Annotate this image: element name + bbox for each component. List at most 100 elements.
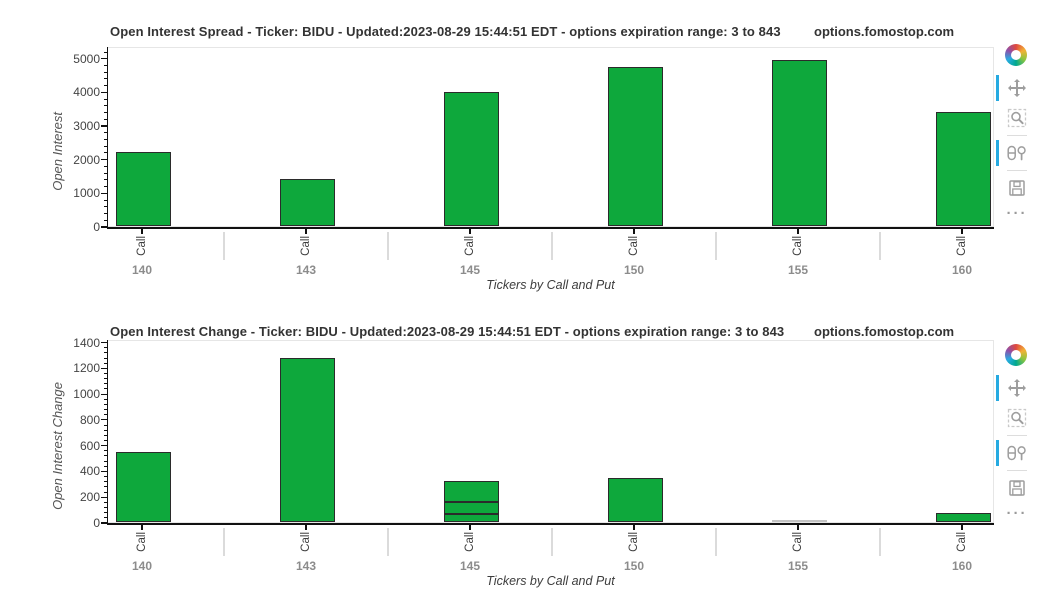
x-subgroup-label: Call [791, 532, 804, 552]
x-major-tick [305, 524, 307, 530]
x-subgroup-label: Call [791, 236, 804, 256]
bar-155-call[interactable] [771, 60, 827, 226]
x-major-tick [961, 524, 963, 530]
plot-area[interactable] [107, 47, 994, 227]
x-major-tick [797, 524, 799, 530]
bar-segment [771, 520, 827, 522]
x-group-label: 150 [623, 263, 645, 277]
watermark-text: options.fomostop.com [814, 24, 955, 39]
bar-145-call[interactable] [443, 480, 499, 522]
bar-segment [607, 478, 663, 522]
box-zoom-tool-icon[interactable] [996, 404, 1038, 432]
pan-tool-icon[interactable] [996, 374, 1038, 402]
x-group-label: 140 [131, 559, 153, 573]
x-subgroup-label: Call [135, 236, 148, 256]
x-axis-line [107, 523, 994, 525]
x-axis-title: Tickers by Call and Put [486, 574, 615, 588]
group-separator [223, 528, 225, 556]
x-major-tick [469, 524, 471, 530]
bokeh-toolbar: ··· [996, 44, 1038, 223]
toolbar-separator [1007, 170, 1027, 171]
x-group-label: 160 [951, 559, 973, 573]
bar-segment [443, 514, 499, 522]
bar-segment [279, 178, 335, 226]
save-tool-icon[interactable] [996, 174, 1038, 202]
x-major-tick [469, 228, 471, 234]
group-separator [223, 232, 225, 260]
x-subgroup-label: Call [955, 236, 968, 256]
bokeh-toolbar: ··· [996, 344, 1038, 523]
bar-155-call[interactable] [771, 520, 827, 522]
bar-145-call[interactable] [443, 91, 499, 226]
toolbar-separator [1007, 135, 1027, 136]
bar-segment [115, 152, 171, 226]
x-group-label: 140 [131, 263, 153, 277]
x-group-label: 145 [459, 559, 481, 573]
group-separator [551, 232, 553, 260]
figure-open-interest-spread: Open Interest Spread - Ticker: BIDU - Up… [49, 24, 1038, 292]
toolbar-separator [1007, 435, 1027, 436]
wheel-zoom-tool-icon[interactable] [996, 439, 1038, 467]
box-zoom-tool-icon[interactable] [996, 104, 1038, 132]
x-group-label: 143 [295, 263, 317, 277]
group-separator [715, 528, 717, 556]
x-group-label: 145 [459, 263, 481, 277]
bar-segment [279, 357, 335, 522]
x-subgroup-label: Call [299, 532, 312, 552]
watermark-text: options.fomostop.com [814, 324, 955, 339]
toolbar-overflow-button[interactable]: ··· [1006, 504, 1028, 522]
x-group-label: 160 [951, 263, 973, 277]
toolbar-overflow-button[interactable]: ··· [1006, 204, 1028, 222]
y-axis-title-wrap: Open Interest Change [48, 340, 66, 551]
x-major-tick [141, 228, 143, 234]
group-separator [715, 232, 717, 260]
group-separator [879, 232, 881, 260]
x-subgroup-label: Call [463, 236, 476, 256]
y-axis-title: Open Interest Change [49, 381, 65, 510]
x-major-tick [633, 524, 635, 530]
chart-title: Open Interest Change - Ticker: BIDU - Up… [110, 324, 785, 339]
x-subgroup-label: Call [135, 532, 148, 552]
x-group-label: 143 [295, 559, 317, 573]
group-separator [387, 528, 389, 556]
x-major-tick [633, 228, 635, 234]
bar-143-call[interactable] [279, 357, 335, 522]
group-separator [879, 528, 881, 556]
bar-segment [443, 502, 499, 515]
bar-segment [443, 91, 499, 226]
x-subgroup-label: Call [955, 532, 968, 552]
x-major-tick [141, 524, 143, 530]
bar-143-call[interactable] [279, 178, 335, 226]
bokeh-logo[interactable] [1005, 344, 1027, 366]
pan-tool-icon[interactable] [996, 74, 1038, 102]
bar-segment [771, 60, 827, 226]
bar-segment [607, 67, 663, 226]
x-major-tick [961, 228, 963, 234]
bar-140-call[interactable] [115, 452, 171, 522]
bar-segment [935, 111, 991, 226]
x-group-label: 150 [623, 559, 645, 573]
x-subgroup-label: Call [627, 236, 640, 256]
bar-140-call[interactable] [115, 152, 171, 226]
bar-150-call[interactable] [607, 67, 663, 226]
x-group-label: 155 [787, 263, 809, 277]
y-axis-title: Open Interest [49, 111, 65, 191]
plot-area[interactable] [107, 340, 994, 523]
bar-160-call[interactable] [935, 512, 991, 522]
bar-segment [935, 512, 991, 522]
bokeh-logo[interactable] [1005, 44, 1027, 66]
x-subgroup-label: Call [299, 236, 312, 256]
bar-segment [115, 452, 171, 522]
toolbar-separator [1007, 470, 1027, 471]
bar-160-call[interactable] [935, 111, 991, 226]
x-subgroup-label: Call [627, 532, 640, 552]
save-tool-icon[interactable] [996, 474, 1038, 502]
bar-segment [443, 480, 499, 503]
x-group-label: 155 [787, 559, 809, 573]
x-axis-title: Tickers by Call and Put [486, 278, 615, 292]
wheel-zoom-tool-icon[interactable] [996, 139, 1038, 167]
bar-150-call[interactable] [607, 478, 663, 522]
chart-title: Open Interest Spread - Ticker: BIDU - Up… [110, 24, 781, 39]
x-axis-line [107, 227, 994, 229]
group-separator [551, 528, 553, 556]
